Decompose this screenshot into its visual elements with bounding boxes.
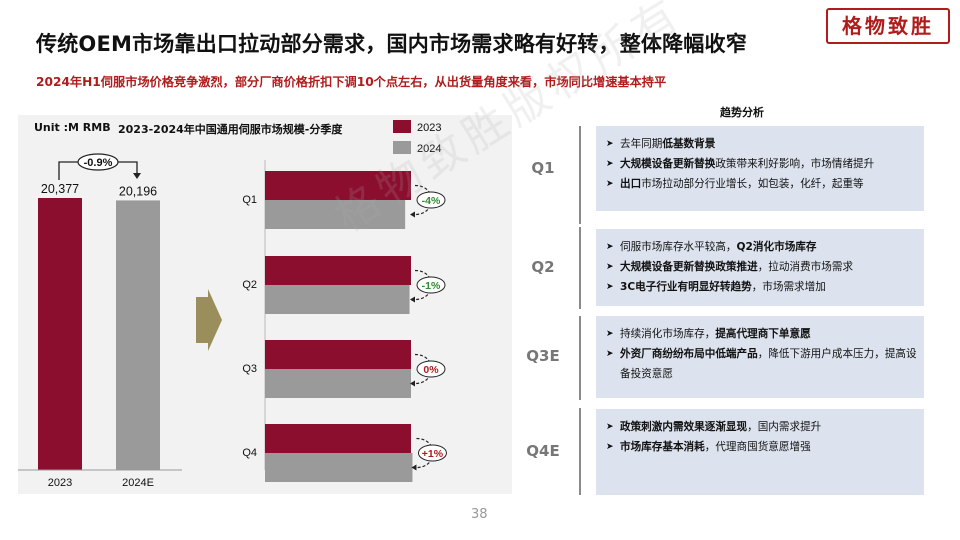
quarter-divider-line: [579, 316, 581, 400]
bullet-arrow-icon: ➤: [606, 282, 614, 292]
legend-swatch-2024: [393, 141, 411, 154]
trend-bullet-text: 出口市场拉动部分行业增长，如包装，化纤，起重等: [620, 178, 864, 190]
trend-bullet-text: 伺服市场库存水平较高，Q2消化市场库存: [620, 241, 817, 253]
quarter-change-arrow: [410, 211, 415, 218]
annual-value-label: 20,377: [41, 182, 79, 196]
annual-category-label: 2024E: [122, 477, 154, 489]
quarter-bar-2023-Q4: [265, 424, 411, 453]
quarter-bar-2024-Q2: [265, 285, 410, 314]
quarter-change-arrow: [410, 296, 415, 303]
quarter-change-badge: [417, 444, 447, 462]
legend-swatch-2023: [393, 120, 411, 133]
chart-title: 2023-2024年中国通用伺服市场规模-分季度: [118, 123, 343, 136]
trend-bullet: ➤ 去年同期低基数背景: [606, 134, 918, 154]
quarter-change-connector: [416, 437, 434, 469]
trend-bullet-text: 外资厂商纷纷布局中低端产品，降低下游用户成本压力，提高设备投资意愿: [620, 348, 917, 380]
quarter-label-Q4E: Q4E: [526, 442, 560, 460]
change-label: -0.9%: [84, 157, 113, 169]
annual-bar-2023: [38, 198, 82, 470]
quarter-change-connector: [414, 353, 432, 385]
bullet-arrow-icon: ➤: [606, 329, 614, 339]
quarter-change-label: -4%: [422, 195, 441, 207]
bullet-arrow-icon: ➤: [606, 179, 614, 189]
bullet-arrow-icon: ➤: [606, 262, 614, 272]
trend-bullet: ➤ 外资厂商纷纷布局中低端产品，降低下游用户成本压力，提高设备投资意愿: [606, 344, 918, 384]
annual-value-label: 20,196: [119, 184, 157, 198]
quarter-change-badge: [416, 276, 446, 294]
trend-header: 趋势分析: [720, 106, 764, 119]
page-subtitle: 2024年H1伺服市场价格竞争激烈，部分厂商价格折扣下调10个点左右，从出货量角…: [36, 75, 667, 89]
quarter-bar-2024-Q3: [265, 369, 411, 398]
unit-label: Unit :M RMB: [34, 121, 111, 134]
quarter-category-label: Q3: [242, 363, 257, 375]
trend-bullet: ➤ 大规模设备更新替换政策带来利好影响，市场情绪提升: [606, 154, 918, 174]
quarter-change-label: 0%: [423, 364, 439, 376]
bullet-arrow-icon: ➤: [606, 442, 614, 452]
trend-box-Q3E: ➤ 持续消化市场库存，提高代理商下单意愿 ➤ 外资厂商纷纷布局中低端产品，降低下游用户…: [596, 316, 924, 398]
quarter-change-connector: [414, 269, 432, 301]
quarter-bar-2024-Q4: [265, 453, 413, 482]
trend-bullet-text: 去年同期低基数背景: [620, 138, 716, 150]
trend-bullet: ➤ 政策刺激内需效果逐渐显现，国内需求提升: [606, 417, 918, 437]
trend-box-Q1: ➤ 去年同期低基数背景 ➤ 大规模设备更新替换政策带来利好影响，市场情绪提升 ➤ 出口市场…: [596, 126, 924, 211]
quarter-divider-line: [579, 126, 581, 224]
change-badge: [77, 153, 119, 171]
trend-bullet: ➤ 持续消化市场库存，提高代理商下单意愿: [606, 324, 918, 344]
trend-bullet: ➤ 出口市场拉动部分行业增长，如包装，化纤，起重等: [606, 174, 918, 194]
legend-label-2024: 2024: [417, 143, 441, 155]
trend-bullet-text: 3C电子行业有明显好转趋势，市场需求增加: [620, 281, 826, 293]
right-arrow-icon: [196, 289, 222, 351]
bullet-arrow-icon: ➤: [606, 349, 614, 359]
change-arrow-head: [133, 173, 141, 179]
quarter-change-badge: [416, 191, 446, 209]
quarter-category-label: Q4: [242, 447, 257, 459]
quarter-label-Q2: Q2: [531, 257, 555, 276]
trend-bullet-text: 市场库存基本消耗，代理商囤货意愿增强: [620, 441, 811, 453]
quarter-change-label: +1%: [422, 448, 444, 460]
quarter-change-arrow: [411, 464, 417, 471]
quarter-change-connector: [414, 184, 432, 216]
trend-bullet: ➤ 3C电子行业有明显好转趋势，市场需求增加: [606, 277, 918, 297]
quarter-divider-line: [579, 227, 581, 309]
trend-bullet: ➤ 市场库存基本消耗，代理商囤货意愿增强: [606, 437, 918, 457]
trend-box-Q2: ➤ 伺服市场库存水平较高，Q2消化市场库存 ➤ 大规模设备更新替换政策推进，拉动消费市…: [596, 229, 924, 306]
page-title: 传统OEM市场靠出口拉动部分需求，国内市场需求略有好转，整体降幅收窄: [36, 32, 747, 56]
trend-bullet-text: 大规模设备更新替换政策推进，拉动消费市场需求: [620, 261, 854, 273]
trend-bullet-text: 政策刺激内需效果逐渐显现，国内需求提升: [620, 421, 822, 433]
annual-category-label: 2023: [48, 477, 72, 489]
trend-bullet: ➤ 伺服市场库存水平较高，Q2消化市场库存: [606, 237, 918, 257]
quarter-change-badge: [416, 360, 446, 378]
quarter-bar-2023-Q1: [265, 171, 411, 200]
quarter-change-label: -1%: [422, 280, 441, 292]
quarter-change-arrow: [410, 380, 415, 387]
quarter-bar-2023-Q2: [265, 256, 411, 285]
bullet-arrow-icon: ➤: [606, 159, 614, 169]
annual-bar-2024E: [116, 200, 160, 470]
quarter-category-label: Q2: [242, 279, 257, 291]
quarter-bar-2023-Q3: [265, 340, 411, 369]
bullet-arrow-icon: ➤: [606, 242, 614, 252]
bullet-arrow-icon: ➤: [606, 139, 614, 149]
trend-box-Q4E: ➤ 政策刺激内需效果逐渐显现，国内需求提升 ➤ 市场库存基本消耗，代理商囤货意愿增强: [596, 409, 924, 495]
quarter-label-Q1: Q1: [531, 158, 555, 177]
quarter-label-Q3E: Q3E: [526, 347, 560, 365]
page-number: 38: [471, 507, 488, 522]
quarter-category-label: Q1: [242, 194, 257, 206]
legend-label-2023: 2023: [417, 122, 441, 134]
brand-logo: 格物致胜: [826, 8, 950, 44]
bullet-arrow-icon: ➤: [606, 422, 614, 432]
trend-bullet: ➤ 大规模设备更新替换政策推进，拉动消费市场需求: [606, 257, 918, 277]
quarter-divider-line: [579, 408, 581, 495]
quarter-bar-2024-Q1: [265, 200, 406, 229]
trend-bullet-text: 持续消化市场库存，提高代理商下单意愿: [620, 328, 811, 340]
trend-bullet-text: 大规模设备更新替换政策带来利好影响，市场情绪提升: [620, 158, 875, 170]
